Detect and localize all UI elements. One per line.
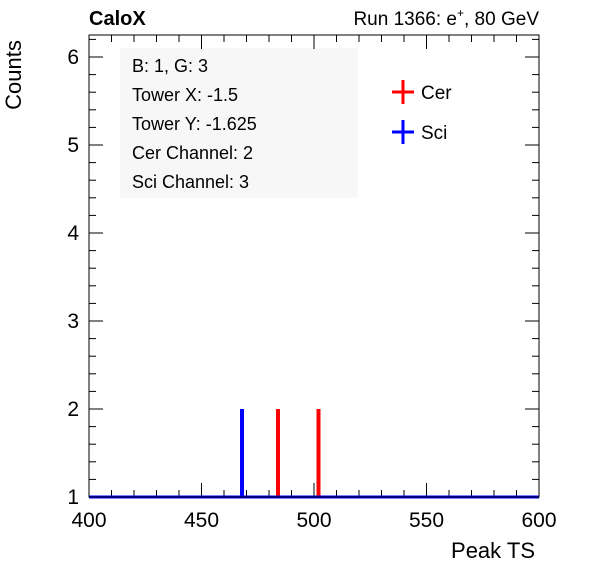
y-axis-label: Counts xyxy=(1,40,26,110)
y-tick-label: 5 xyxy=(67,134,79,157)
info-line: Cer Channel: 2 xyxy=(132,143,253,163)
x-axis-label: Peak TS xyxy=(451,538,535,563)
x-tick-label: 500 xyxy=(296,509,331,532)
info-line: B: 1, G: 3 xyxy=(132,56,208,76)
x-tick-label: 550 xyxy=(409,509,444,532)
info-box-text: B: 1, G: 3 Tower X: -1.5 Tower Y: -1.625 Ce… xyxy=(132,56,257,192)
y-tick-label: 2 xyxy=(67,398,79,421)
y-tick-label: 4 xyxy=(67,222,79,245)
y-tick-label: 3 xyxy=(67,310,79,333)
x-tick-label: 450 xyxy=(184,509,219,532)
cer-legend-label: Cer xyxy=(421,83,452,104)
y-tick-label: 6 xyxy=(67,46,79,69)
legend: Cer Sci xyxy=(392,80,452,144)
y-tick-label: 1 xyxy=(67,486,79,509)
plot-frame xyxy=(88,34,540,498)
info-box xyxy=(120,48,358,198)
info-line: Sci Channel: 3 xyxy=(132,172,249,192)
info-line: Tower X: -1.5 xyxy=(132,85,238,105)
sci-legend-label: Sci xyxy=(421,123,447,144)
experiment-label: CaloX xyxy=(89,8,146,30)
x-tick-label: 400 xyxy=(71,509,106,532)
x-tick-label: 600 xyxy=(521,509,556,532)
info-line: Tower Y: -1.625 xyxy=(132,114,257,134)
run-label: Run 1366: e+, 80 GeV xyxy=(353,6,539,30)
